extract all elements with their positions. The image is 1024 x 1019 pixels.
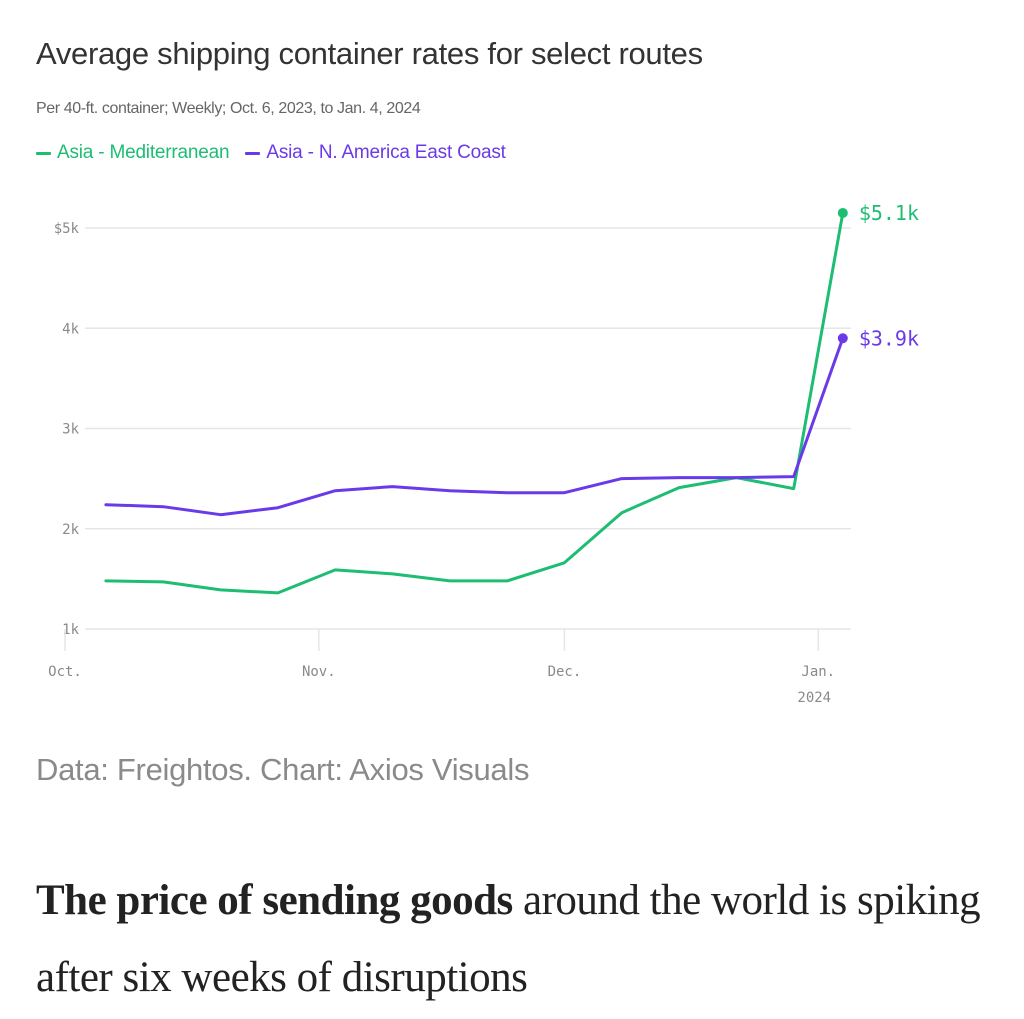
end-labels: $5.1k $3.9k [859, 201, 919, 350]
chart-legend: Asia - Mediterranean Asia - N. America E… [36, 142, 506, 164]
x-tick-label: Dec. [548, 664, 582, 680]
chart-title: Average shipping container rates for sel… [36, 36, 703, 71]
legend-item-mediterranean: Asia - Mediterranean [36, 142, 230, 164]
series-layer [104, 207, 848, 595]
legend-label: Asia - Mediterranean [57, 142, 230, 163]
line-chart: 1k 2k 3k 4k $5k Oct. Nov. Dec. Jan. 2024 $5.1k $3… [48, 201, 919, 706]
legend-item-na-east-coast: Asia - N. America East Coast [245, 142, 506, 164]
article-lead-paragraph: The price of sending goods around the wo… [36, 862, 996, 1016]
series-line-asia-n-america-east-coast [104, 336, 845, 517]
grid-layer [85, 227, 851, 630]
x-axis: Oct. Nov. Dec. Jan. 2024 [48, 629, 835, 706]
y-axis: 1k 2k 3k 4k $5k [54, 221, 80, 638]
end-point-marker [837, 207, 848, 218]
y-tick-label: 3k [62, 422, 79, 438]
x-tick-sublabel: 2024 [797, 690, 831, 706]
legend-swatch-green [36, 151, 51, 155]
x-tick-label: Jan. [801, 664, 835, 680]
y-tick-label: 1k [62, 622, 79, 638]
legend-swatch-purple [245, 151, 261, 155]
y-tick-label: 4k [62, 321, 79, 337]
end-value-label: $3.9k [859, 326, 919, 350]
series-line-asia-mediterranean [104, 211, 845, 595]
x-tick-label: Oct. [48, 664, 82, 680]
chart-subtitle: Per 40-ft. container; Weekly; Oct. 6, 20… [36, 100, 421, 117]
x-tick-label: Nov. [302, 664, 336, 680]
lead-bold-text: The price of sending goods [36, 877, 513, 924]
y-tick-label: 2k [62, 522, 79, 538]
legend-label: Asia - N. America East Coast [266, 142, 506, 163]
chart-source: Data: Freightos. Chart: Axios Visuals [36, 752, 530, 787]
lead-rest-text: around the world is spiking after six we… [36, 877, 981, 1001]
end-point-marker [837, 333, 848, 344]
y-tick-label: $5k [54, 221, 80, 237]
end-value-label: $5.1k [859, 201, 919, 225]
